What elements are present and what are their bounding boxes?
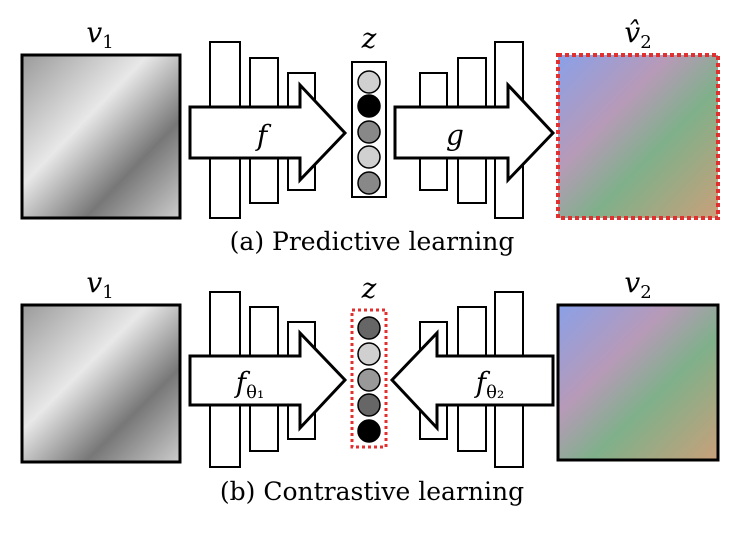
latent-unit <box>357 393 381 417</box>
encoder-arrow <box>389 329 555 432</box>
label-main: v <box>86 16 102 49</box>
input-label: v1 <box>86 266 113 303</box>
label-sub: 1 <box>102 282 113 303</box>
latent-unit <box>357 70 381 94</box>
label-main: v <box>86 266 102 299</box>
latent-label: z <box>361 22 377 55</box>
latent-unit <box>357 419 381 443</box>
latent-unit <box>357 94 381 118</box>
caption: (a) Predictive learning <box>230 227 515 256</box>
caption: (b) Contrastive learning <box>220 477 524 506</box>
panel-a: v1 f z g v̂2 (a) Predictive learning <box>20 16 720 256</box>
label-sub: θ₁ <box>246 382 264 403</box>
encoder-arrow <box>188 329 348 432</box>
latent-label: z <box>361 272 377 305</box>
panel-b: v1 fθ₁ z fθ₂ v2 (b) Contrastive learning <box>20 266 720 506</box>
latent-unit <box>357 120 381 144</box>
label-sub: 1 <box>102 32 113 53</box>
label-sub: 2 <box>640 32 651 53</box>
decoder-label: g <box>446 119 464 152</box>
output-label: v̂2 <box>624 16 651 53</box>
input-label: v1 <box>86 16 113 53</box>
label-main: v̂ <box>624 16 640 49</box>
decoder-arrow <box>393 81 556 184</box>
input-image <box>20 303 182 464</box>
label-sub: θ₂ <box>486 382 504 403</box>
output-image <box>556 53 720 220</box>
label-main: v <box>624 266 640 299</box>
encoder-arrow <box>188 81 348 184</box>
input-image <box>20 53 182 220</box>
latent-unit <box>357 316 381 340</box>
latent-unit <box>357 171 381 195</box>
latent-unit <box>357 368 381 392</box>
latent-unit <box>357 145 381 169</box>
latent-unit <box>357 342 381 366</box>
output-image <box>556 303 720 462</box>
output-label: v2 <box>624 266 651 303</box>
label-sub: 2 <box>640 282 651 303</box>
